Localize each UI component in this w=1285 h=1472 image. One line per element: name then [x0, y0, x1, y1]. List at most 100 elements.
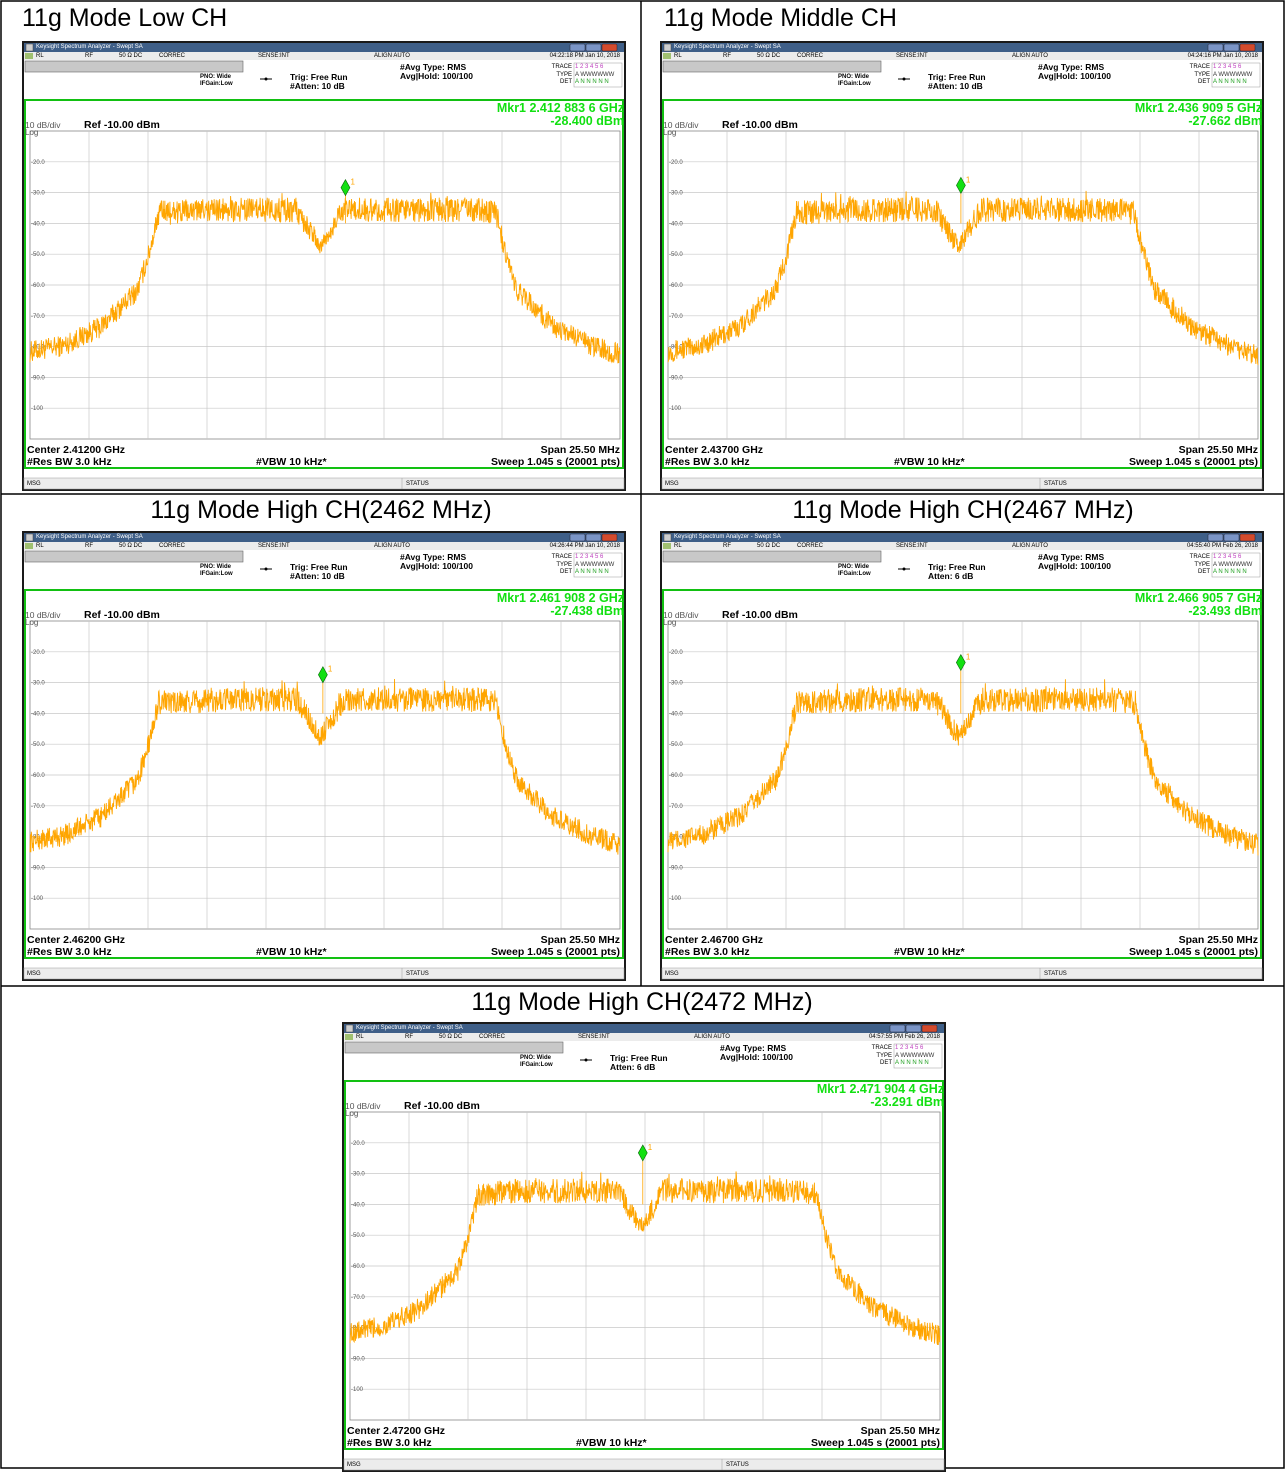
y-tick-label: -100	[351, 1387, 364, 1393]
y-tick-label: -30.0	[31, 681, 45, 687]
status-tab: ALIGN AUTO	[1012, 543, 1048, 549]
ifgain-setting: IFGain:Low	[520, 1062, 553, 1068]
status-tab: SENSE:INT	[258, 53, 290, 59]
marker-diamond[interactable]	[956, 176, 966, 195]
spectrum-trace	[349, 1171, 941, 1346]
avg-hold: Avg|Hold: 100/100	[1038, 71, 1111, 81]
minimize-button[interactable]	[1207, 533, 1224, 542]
span: Span 25.50 MHz	[1178, 444, 1258, 456]
plot-grid	[29, 130, 621, 440]
trig-setting: Trig: Free Run	[928, 562, 986, 572]
scale-type: Log	[25, 128, 39, 137]
y-tick-label: -40.0	[669, 711, 683, 717]
analyzer-chrome: -20.0-30.0-40.0-50.0-60.0-70.0-80.0-90.0…	[660, 41, 1264, 491]
status-tab: CORREC	[159, 543, 186, 549]
marker-level: -23.493 dBm	[1188, 604, 1262, 618]
minimize-button[interactable]	[569, 43, 586, 52]
center-frequency: Center 2.46200 GHz	[27, 934, 126, 946]
app-icon	[25, 533, 34, 542]
lxi-icon	[25, 543, 33, 549]
y-tick-label: -90.0	[31, 375, 45, 381]
trace-label: DET	[880, 1060, 892, 1066]
panel-title: 11g Mode High CH(2472 MHz)	[471, 988, 813, 1016]
app-icon	[663, 43, 672, 52]
msg-area: MSG	[665, 971, 679, 977]
y-tick-label: -60.0	[669, 283, 683, 289]
panel-title: 11g Mode High CH(2462 MHz)	[150, 496, 492, 524]
y-tick-label: -80.0	[31, 835, 45, 841]
msg-area: MSG	[27, 481, 41, 487]
marker-diamond[interactable]	[955, 653, 966, 672]
status-area: STATUS	[1044, 481, 1067, 487]
y-tick-label: -30.0	[669, 191, 683, 197]
atten-setting: Atten: 6 dB	[610, 1062, 656, 1072]
status-tab: RL	[36, 543, 44, 549]
maximize-button[interactable]	[1223, 533, 1240, 542]
close-button[interactable]	[1239, 43, 1256, 52]
minimize-button[interactable]	[889, 1024, 906, 1033]
ref-level: Ref -10.00 dBm	[404, 1100, 480, 1112]
plot-grid	[29, 620, 621, 930]
trace-value: A WWWWWW	[895, 1052, 935, 1059]
close-button[interactable]	[921, 1024, 938, 1033]
y-tick-label: -100	[669, 896, 682, 902]
scale-label: 10 dB/div	[345, 1101, 381, 1111]
vbw: #VBW 10 kHz*	[256, 946, 327, 958]
close-button[interactable]	[601, 533, 618, 542]
close-button[interactable]	[601, 43, 618, 52]
trace-value: 1 2 3 4 5 6	[575, 554, 604, 560]
marker-diamond[interactable]	[340, 179, 351, 197]
marker-diamond[interactable]	[637, 1144, 648, 1162]
status-tab: RF	[723, 53, 731, 59]
y-tick-label: -90.0	[669, 865, 683, 871]
ifgain-setting: IFGain:Low	[838, 81, 871, 87]
spectrum-analyzer-window: -20.0 -30.0 -40.0 -50.0 -60.0 -70.0 -80.0 -90.0…	[22, 41, 626, 491]
trace-label: TYPE	[1194, 71, 1210, 78]
maximize-button[interactable]	[1223, 43, 1240, 52]
maximize-button[interactable]	[905, 1024, 922, 1033]
y-tick-label: -20.0	[351, 1141, 365, 1147]
datetime: 04:26:44 PM Jan 10, 2018	[549, 543, 620, 549]
msg-area: MSG	[665, 481, 679, 487]
plot-grid	[667, 620, 1259, 930]
marker-frequency: Mkr1 2.412 883 6 GHz	[496, 101, 624, 115]
status-tab: RL	[674, 543, 682, 549]
minimize-button[interactable]	[569, 533, 586, 542]
plot-grid	[667, 130, 1259, 440]
status-area: STATUS	[406, 971, 429, 977]
scale-label: 10 dB/div	[663, 120, 699, 130]
status-tab: ALIGN AUTO	[1012, 53, 1048, 59]
pno-setting: PNO: Wide	[200, 564, 231, 570]
panel-title: 11g Mode High CH(2467 MHz)	[792, 496, 1134, 524]
trace-value: A WWWWWW	[575, 561, 615, 568]
marker-level: -27.438 dBm	[550, 604, 624, 618]
analyzer-chrome: -20.0-30.0-40.0-50.0-60.0-70.0-80.0-90.0…	[660, 531, 1264, 981]
panel-title: 11g Mode Middle CH	[664, 4, 897, 32]
msg-area: MSG	[27, 971, 41, 977]
sweep: Sweep 1.045 s (20001 pts)	[811, 1437, 940, 1449]
center-frequency: Center 2.47200 GHz	[347, 1425, 446, 1437]
trace-value: 1 2 3 4 5 6	[1213, 64, 1242, 70]
y-tick-label: -70.0	[351, 1295, 365, 1301]
marker-number: 1	[328, 665, 333, 674]
minimize-button[interactable]	[1207, 43, 1224, 52]
maximize-button[interactable]	[585, 533, 602, 542]
y-tick-label: -40.0	[31, 711, 45, 717]
avg-hold: Avg|Hold: 100/100	[400, 71, 473, 81]
avg-hold: Avg|Hold: 100/100	[400, 561, 473, 571]
center-frequency: Center 2.43700 GHz	[665, 444, 764, 456]
atten-setting: #Atten: 10 dB	[290, 571, 345, 581]
center-frequency: Center 2.46700 GHz	[665, 934, 764, 946]
close-button[interactable]	[1239, 533, 1256, 542]
y-tick-label: -40.0	[31, 221, 45, 227]
marker-diamond[interactable]	[318, 666, 328, 684]
maximize-button[interactable]	[585, 43, 602, 52]
marker-frequency: Mkr1 2.436 909 5 GHz	[1134, 101, 1262, 115]
status-tab: CORREC	[797, 53, 824, 59]
atten-setting: #Atten: 10 dB	[928, 81, 983, 91]
avg-hold: Avg|Hold: 100/100	[720, 1052, 793, 1062]
y-tick-label: -60.0	[31, 773, 45, 779]
pno-setting: PNO: Wide	[200, 74, 231, 80]
trace-label: DET	[1198, 79, 1210, 85]
y-tick-label: -60.0	[351, 1264, 365, 1270]
